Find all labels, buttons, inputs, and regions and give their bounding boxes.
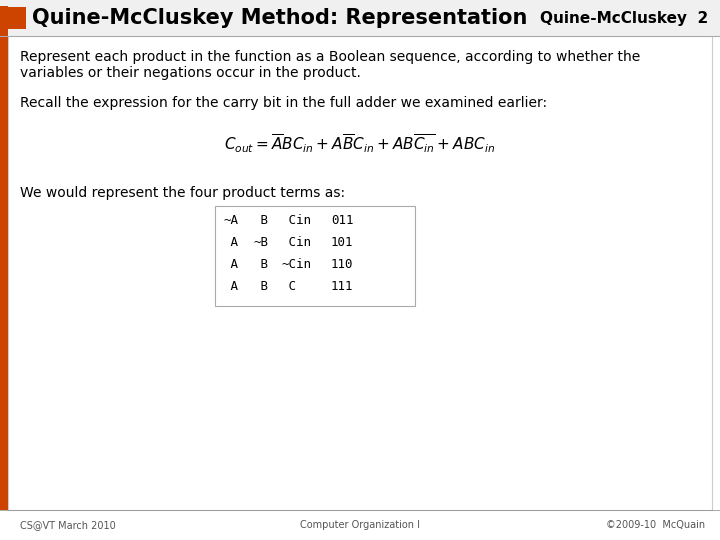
Text: ~A: ~A	[223, 214, 238, 227]
Text: 111: 111	[331, 280, 354, 294]
Text: B: B	[253, 214, 268, 227]
Text: ~Cin: ~Cin	[281, 259, 311, 272]
Text: ~B: ~B	[253, 237, 268, 249]
Text: A: A	[223, 259, 238, 272]
Text: 110: 110	[331, 259, 354, 272]
Text: variables or their negations occur in the product.: variables or their negations occur in th…	[20, 66, 361, 80]
Text: Cin: Cin	[281, 237, 311, 249]
Bar	[0, 6, 8, 510]
Text: Computer Organization I: Computer Organization I	[300, 520, 420, 530]
Text: $C_{out} = \overline{A}BC_{in} + A\overline{B}C_{in} + AB\overline{C_{in}} + ABC: $C_{out} = \overline{A}BC_{in} + A\overl…	[225, 132, 495, 155]
Bar	[0, 0, 720, 36]
Bar	[215, 206, 415, 306]
Text: ©2009-10  McQuain: ©2009-10 McQuain	[606, 520, 705, 530]
Text: Recall the expression for the carry bit in the full adder we examined earlier:: Recall the expression for the carry bit …	[20, 96, 547, 110]
Text: CS@VT March 2010: CS@VT March 2010	[20, 520, 116, 530]
Text: A: A	[223, 237, 238, 249]
Bar	[4, 7, 26, 29]
Text: A: A	[223, 280, 238, 294]
Text: 011: 011	[331, 214, 354, 227]
Text: C: C	[281, 280, 296, 294]
Text: Quine-McCluskey Method: Representation: Quine-McCluskey Method: Representation	[32, 8, 527, 28]
Text: Represent each product in the function as a Boolean sequence, according to wheth: Represent each product in the function a…	[20, 50, 640, 64]
Text: Quine-McCluskey  2: Quine-McCluskey 2	[540, 10, 708, 25]
Text: Cin: Cin	[281, 214, 311, 227]
Text: B: B	[253, 280, 268, 294]
Text: We would represent the four product terms as:: We would represent the four product term…	[20, 186, 345, 200]
Text: 101: 101	[331, 237, 354, 249]
Text: B: B	[253, 259, 268, 272]
